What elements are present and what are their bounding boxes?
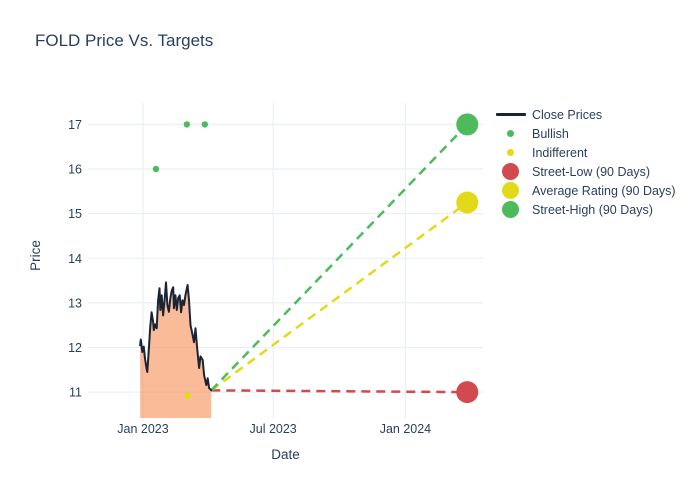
target-projection-line [210, 123, 469, 392]
indifferent-marker [184, 392, 191, 399]
legend-item-close-prices[interactable]: Close Prices [496, 105, 676, 124]
legend-item-average-rating-90-days-[interactable]: Average Rating (90 Days) [496, 181, 676, 200]
legend-marker-swatch [496, 149, 532, 156]
chart-title: FOLD Price Vs. Targets [35, 31, 214, 50]
y-tick-label: 16 [68, 163, 82, 177]
legend-label: Indifferent [532, 145, 588, 160]
street-high-90-days--marker [456, 113, 479, 136]
bullish-marker [152, 165, 160, 173]
bullish-marker [201, 121, 209, 128]
y-tick-label: 13 [68, 296, 82, 310]
average-rating-90-days--marker [456, 191, 479, 214]
y-tick-label: 11 [69, 386, 82, 400]
x-tick-label: Jan 2024 [380, 422, 431, 436]
x-tick-label: Jul 2023 [250, 422, 297, 436]
legend-label: Bullish [532, 126, 569, 141]
y-tick-label: 14 [68, 252, 82, 266]
bullish-marker [183, 121, 191, 128]
street-low-90-days--marker [456, 381, 479, 404]
legend-label: Close Prices [532, 107, 603, 122]
x-tick-label: Jan 2023 [117, 422, 168, 436]
y-tick-label: 12 [68, 341, 82, 355]
target-projection-line [210, 201, 468, 392]
legend-marker-swatch [496, 201, 532, 218]
target-projection-line [211, 389, 468, 394]
legend-marker-swatch [496, 130, 532, 137]
legend-marker-swatch [496, 163, 532, 180]
close-price-line [139, 281, 213, 392]
legend-line-swatch [496, 113, 532, 116]
legend-label: Average Rating (90 Days) [532, 183, 676, 198]
legend-item-street-high-90-days-[interactable]: Street-High (90 Days) [496, 200, 676, 219]
legend-marker-swatch [496, 182, 532, 199]
y-tick-label: 17 [68, 118, 82, 132]
legend: Close Prices Bullish Indifferent Street-Low… [496, 105, 676, 219]
legend-label: Street-Low (90 Days) [532, 164, 651, 179]
x-axis-title: Date [271, 447, 300, 462]
legend-item-indifferent[interactable]: Indifferent [496, 143, 676, 162]
legend-item-street-low-90-days-[interactable]: Street-Low (90 Days) [496, 162, 676, 181]
y-tick-label: 15 [68, 207, 82, 221]
legend-label: Street-High (90 Days) [532, 202, 653, 217]
legend-item-bullish[interactable]: Bullish [496, 124, 676, 143]
